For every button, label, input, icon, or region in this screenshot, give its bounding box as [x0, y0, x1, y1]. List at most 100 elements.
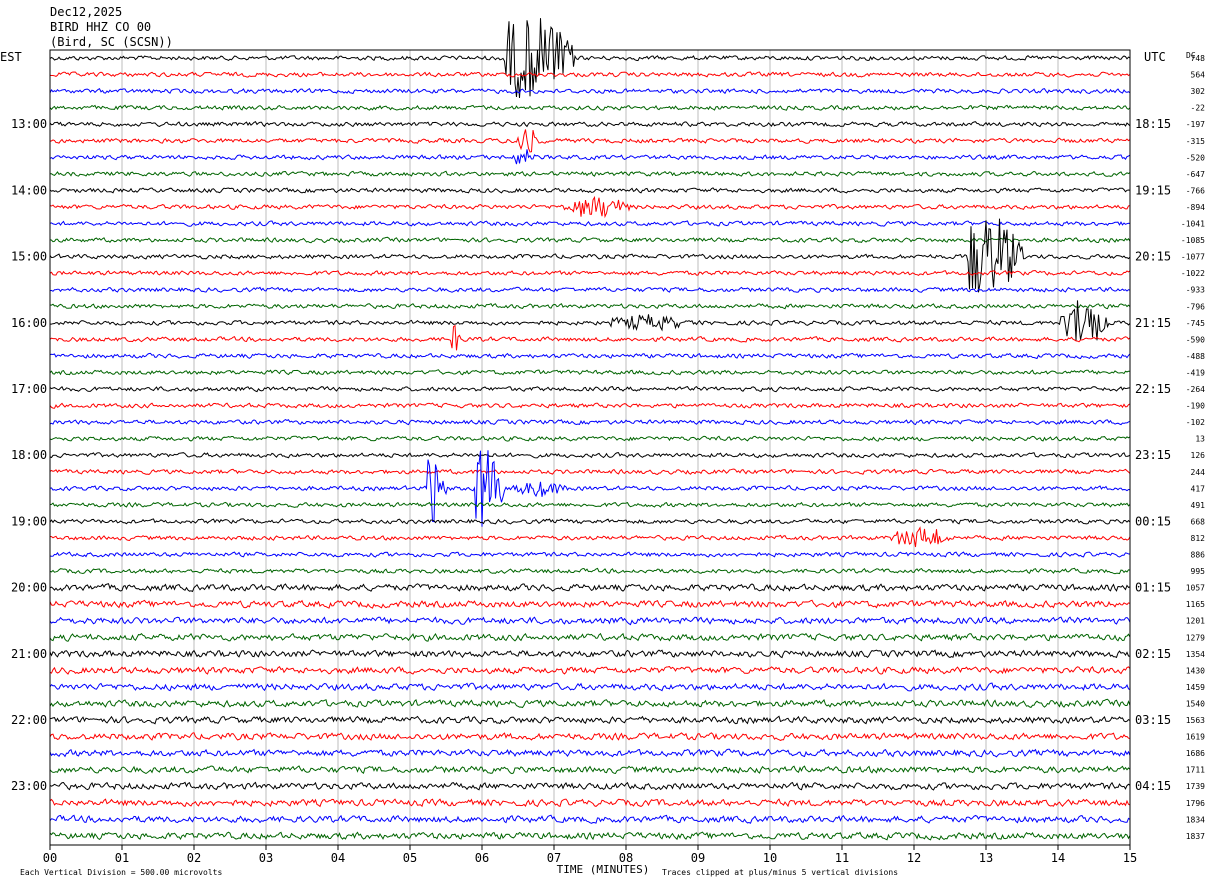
dc-offset-label: 995 [1191, 567, 1206, 576]
trace-line [49, 616, 1131, 626]
trace-line [49, 121, 1131, 128]
dc-offset-label: 1430 [1186, 666, 1205, 675]
est-hour-label: 13:00 [11, 117, 47, 131]
dc-offset-label: -520 [1186, 153, 1205, 162]
header-date: Dec12,2025 [50, 5, 123, 19]
x-tick-label: 11 [835, 851, 849, 865]
dc-offset-label: 1739 [1186, 782, 1205, 791]
dc-offset-label: 1619 [1186, 733, 1205, 742]
dc-offset-label: 1279 [1186, 633, 1205, 642]
trace-line [49, 435, 1131, 442]
trace-line [49, 149, 1131, 165]
x-axis-title: TIME (MINUTES) [557, 863, 650, 876]
trace-line [49, 270, 1131, 277]
dc-label: DC [1186, 51, 1196, 60]
dc-offset-label: -22 [1191, 104, 1206, 113]
trace-line [49, 748, 1131, 758]
dc-offset-label: 13 [1195, 435, 1205, 444]
x-tick-label: 04 [331, 851, 345, 865]
dc-offset-label: -894 [1186, 203, 1205, 212]
axis-labels: EST UTC DC 13:00 14:00 15:00 16:00 17:00 18:00 19… [0, 50, 1205, 877]
trace-line [49, 518, 1131, 525]
dc-offset-label: 748 [1191, 54, 1206, 63]
trace-line [49, 798, 1131, 808]
dc-offset-label: 126 [1191, 451, 1206, 460]
utc-hour-label: 19:15 [1135, 183, 1171, 197]
dc-offset-label: -197 [1186, 120, 1205, 129]
est-hour-label: 17:00 [11, 382, 47, 396]
x-tick-label: 02 [187, 851, 201, 865]
trace-line [49, 526, 1131, 548]
trace-line [49, 732, 1131, 741]
dc-offset-label: -766 [1186, 186, 1205, 195]
trace-group [49, 18, 1131, 841]
dc-offset-label: 1165 [1186, 600, 1205, 609]
trace-line [49, 236, 1131, 244]
utc-axis-label: UTC [1144, 50, 1166, 64]
trace-line [49, 468, 1131, 475]
dc-offset-label: -419 [1186, 368, 1205, 377]
dc-offset-label: 1540 [1186, 699, 1205, 708]
trace-line [49, 567, 1131, 575]
dc-offset-label: -1077 [1181, 253, 1205, 262]
x-tick-label: 00 [43, 851, 57, 865]
trace-line [49, 187, 1131, 194]
trace-line [49, 599, 1131, 609]
dc-offset-label: -488 [1186, 352, 1205, 361]
trace-line [49, 104, 1131, 111]
trace-line [49, 632, 1131, 642]
dc-offset-label: 1563 [1186, 716, 1205, 725]
utc-hour-label: 23:15 [1135, 448, 1171, 462]
est-hour-label: 16:00 [11, 316, 47, 330]
est-hour-label: 23:00 [11, 779, 47, 793]
x-tick-label: 13 [979, 851, 993, 865]
utc-hour-label: 04:15 [1135, 779, 1171, 793]
x-tick-label: 03 [259, 851, 273, 865]
trace-line [49, 18, 1131, 99]
utc-hour-label: 18:15 [1135, 117, 1171, 131]
dc-offset-label: -933 [1186, 286, 1205, 295]
dc-offset-label: 1057 [1186, 584, 1205, 593]
dc-offset-label: -102 [1186, 418, 1205, 427]
trace-line [49, 551, 1131, 558]
x-tick-label: 07 [547, 851, 561, 865]
dc-offset-label: 1711 [1186, 766, 1205, 775]
x-tick-label: 10 [763, 851, 777, 865]
dc-offset-label: 491 [1191, 501, 1206, 510]
dc-offset-label: 1686 [1186, 749, 1205, 758]
scale-note: Each Vertical Division = 500.00 microvol… [20, 868, 222, 877]
utc-hour-label: 22:15 [1135, 382, 1171, 396]
trace-line [49, 450, 1131, 527]
trace-line [49, 218, 1131, 293]
trace-line [49, 402, 1131, 409]
est-hour-label: 22:00 [11, 713, 47, 727]
trace-line [49, 814, 1131, 824]
trace-line [49, 781, 1131, 791]
dc-offset-label: 1459 [1186, 683, 1205, 692]
trace-line [49, 698, 1131, 709]
dc-offset-label: -1041 [1181, 220, 1205, 229]
utc-hour-label: 20:15 [1135, 250, 1171, 264]
trace-line [49, 352, 1131, 360]
est-hour-label: 19:00 [11, 514, 47, 528]
dc-offset-label: 417 [1191, 484, 1206, 493]
est-hour-label: 14:00 [11, 183, 47, 197]
dc-offset-label: 668 [1191, 517, 1206, 526]
x-tick-label: 01 [115, 851, 129, 865]
x-tick-label: 09 [691, 851, 705, 865]
est-hour-label: 21:00 [11, 647, 47, 661]
x-tick-label: 14 [1051, 851, 1065, 865]
dc-offset-label: 244 [1191, 468, 1206, 477]
trace-line [49, 418, 1131, 426]
dc-offset-label: -590 [1186, 335, 1205, 344]
trace-line [49, 501, 1131, 508]
trace-line [49, 88, 1131, 95]
x-tick-label: 06 [475, 851, 489, 865]
est-axis-label: EST [0, 50, 22, 64]
dc-offset-label: 1834 [1186, 815, 1205, 824]
trace-line [49, 715, 1131, 725]
dc-offset-label: -264 [1186, 385, 1205, 394]
trace-line [49, 665, 1131, 675]
trace-line [49, 649, 1131, 659]
